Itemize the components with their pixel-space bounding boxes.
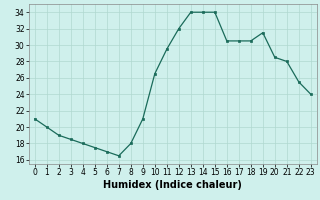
X-axis label: Humidex (Indice chaleur): Humidex (Indice chaleur) [103,180,242,190]
